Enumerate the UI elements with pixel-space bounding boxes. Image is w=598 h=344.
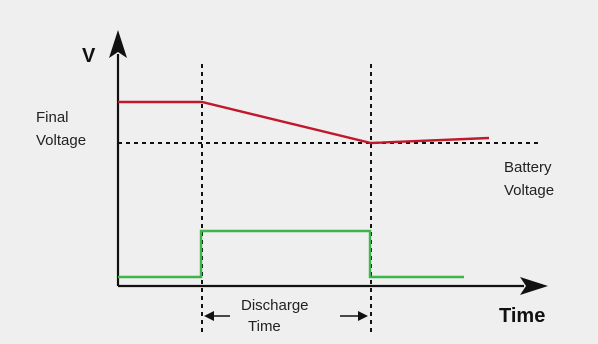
battery-voltage-label-line1: Battery — [504, 159, 552, 176]
discharge-pulse — [118, 229, 464, 279]
final-voltage-label-line2: Voltage — [36, 132, 86, 149]
y-axis-label: V — [82, 45, 96, 67]
discharge-arrow-left-head — [204, 311, 214, 321]
x-axis-label: Time — [499, 305, 545, 327]
final-voltage-label-line1: Final — [36, 109, 69, 126]
discharge-time-label-line2: Time — [248, 318, 281, 335]
discharge-arrow-right-head — [358, 311, 368, 321]
voltage-curve — [118, 100, 490, 145]
y-axis-arrowhead — [109, 30, 127, 58]
x-axis-arrowhead — [520, 277, 548, 295]
discharge-time-label-line1: Discharge — [241, 297, 309, 314]
battery-voltage-label-line2: Voltage — [504, 182, 554, 199]
